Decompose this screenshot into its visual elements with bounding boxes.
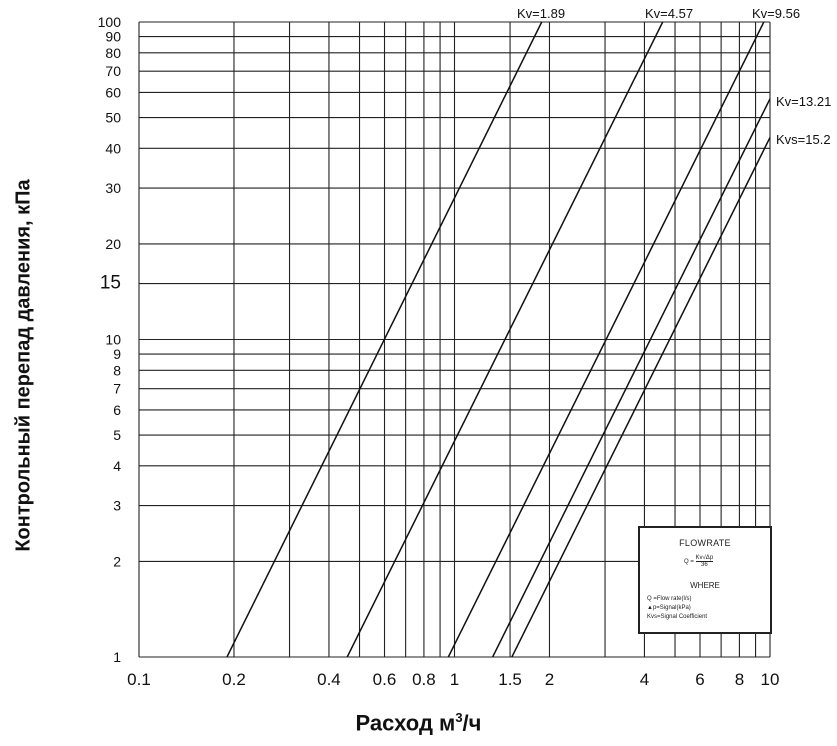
y-tick-label: 5 — [113, 427, 121, 443]
x-axis-title-text: Расход м — [355, 710, 456, 736]
legend-definitions: Q =Flow rate(l/s) ▲p=Signal(kPa) Kvs=Sig… — [647, 595, 707, 622]
series-label: Kv=9.56 — [752, 6, 800, 21]
y-tick-label: 90 — [105, 29, 121, 45]
y-tick-label: 60 — [105, 84, 121, 100]
legend-def-q: Q =Flow rate(l/s) — [647, 596, 692, 602]
series-line — [491, 98, 770, 657]
x-tick-label: 10 — [761, 670, 780, 689]
y-tick-label: 15 — [100, 273, 121, 294]
series-line — [346, 22, 664, 657]
y-tick-label: 1 — [113, 649, 121, 665]
series-line — [511, 137, 770, 657]
x-axis-title-sup: 3 — [455, 710, 463, 725]
series-line — [447, 22, 765, 657]
y-tick-label: 4 — [113, 458, 121, 474]
series-label: Kvs=15.2 — [776, 132, 831, 147]
legend-def-dp: ▲p=Signal(kPa) — [647, 605, 691, 611]
x-axis-title: Расход м3/ч — [0, 710, 837, 736]
series-line — [226, 22, 543, 657]
y-axis-title: Контрольный перепад давления, кПа — [12, 178, 35, 552]
series-label: Kv=1.89 — [517, 6, 565, 21]
y-axis-title-wrap: Контрольный перепад давления, кПа — [4, 95, 44, 635]
legend-formula-num: Kv√Δp — [695, 555, 714, 562]
x-tick-label: 8 — [735, 670, 744, 689]
y-tick-label: 30 — [105, 180, 121, 196]
x-tick-label: 0.1 — [127, 670, 151, 689]
y-tick-label: 20 — [105, 236, 121, 252]
series-label: Kv=13.21 — [776, 94, 831, 109]
legend-def-kvs: Kvs=Signal Coefficient — [647, 614, 708, 620]
x-axis-title-suffix: /ч — [462, 710, 482, 736]
y-tick-label: 6 — [113, 402, 121, 418]
legend-formula-fraction: Kv√Δp 36 — [695, 555, 714, 568]
y-tick-label: 3 — [113, 498, 121, 514]
x-tick-label: 2 — [545, 670, 554, 689]
y-tick-label: 7 — [113, 381, 121, 397]
legend-formula-lhs: Q = — [684, 559, 694, 566]
x-tick-label: 0.4 — [317, 670, 341, 689]
y-tick-label: 80 — [105, 45, 121, 61]
y-tick-label: 8 — [113, 362, 121, 378]
x-tick-label: 1.5 — [498, 670, 522, 689]
legend-formula-den: 36 — [700, 562, 708, 568]
y-tick-label: 50 — [105, 110, 121, 126]
y-tick-label: 9 — [113, 346, 121, 362]
x-tick-label: 0.8 — [412, 670, 436, 689]
legend-title: FLOWRATE — [679, 538, 731, 548]
x-tick-label: 6 — [695, 670, 704, 689]
series-label: Kv=4.57 — [645, 6, 693, 21]
legend-formula: Q = Kv√Δp 36 — [684, 555, 714, 568]
x-tick-label: 0.2 — [222, 670, 246, 689]
x-tick-label: 0.6 — [373, 670, 397, 689]
y-tick-label: 70 — [105, 63, 121, 79]
y-tick-label: 10 — [105, 332, 121, 348]
x-tick-label: 4 — [640, 670, 649, 689]
legend-where: WHERE — [690, 581, 720, 590]
y-tick-label: 2 — [113, 553, 121, 569]
flowrate-legend-box: FLOWRATE Q = Kv√Δp 36 WHERE Q =Flow rate… — [638, 526, 772, 634]
y-tick-label: 100 — [98, 14, 122, 30]
x-tick-label: 1 — [450, 670, 459, 689]
y-tick-label: 40 — [105, 140, 121, 156]
